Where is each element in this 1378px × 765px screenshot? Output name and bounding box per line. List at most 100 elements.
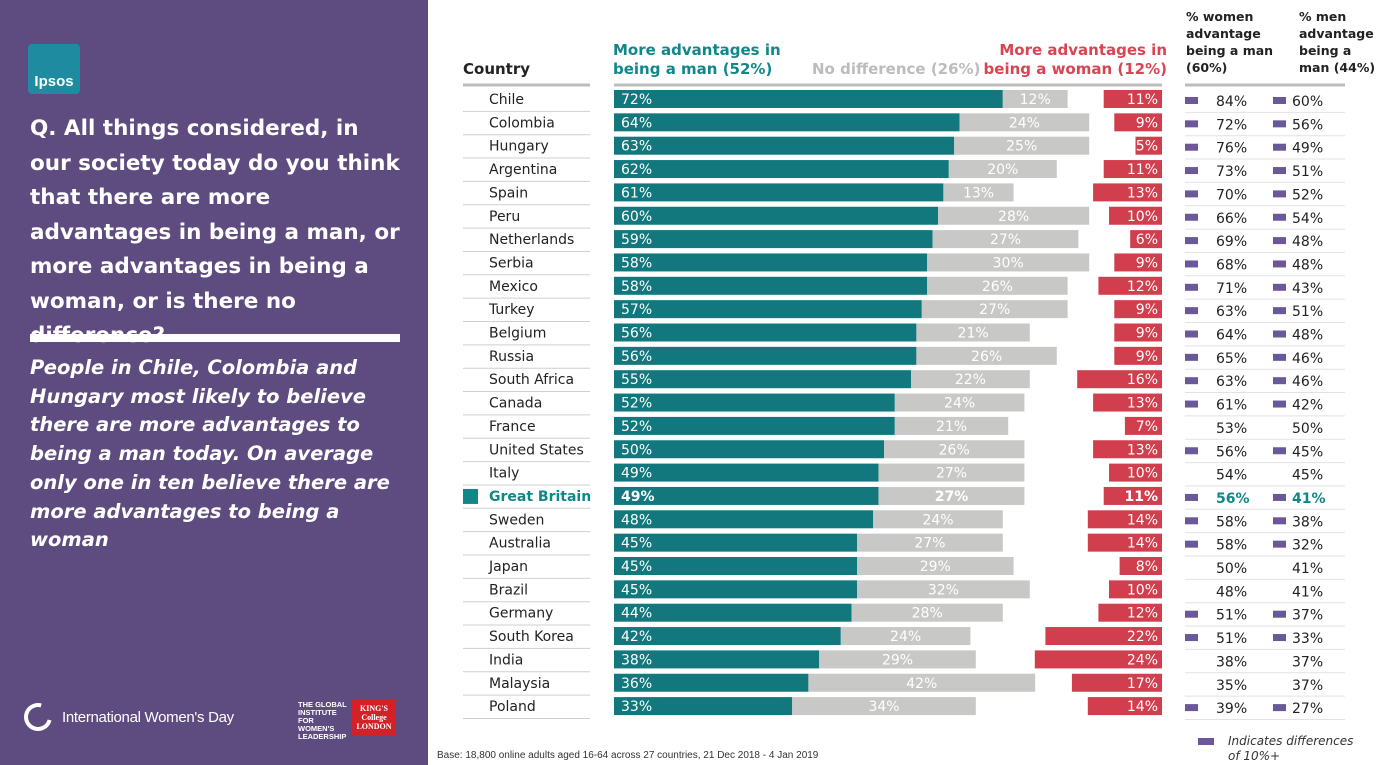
woman-bar [1087,533,1162,552]
country-label: United States [489,442,584,458]
base-footnote: Base: 18,800 online adults aged 16-64 ac… [437,750,819,761]
man-header-line2: being a man (52%) [613,60,773,78]
men-pct-label: 41% [1292,584,1323,600]
woman-value-label: 14% [1127,536,1158,552]
man-bar [614,650,820,669]
nodiff-value-label: 24% [1009,115,1040,131]
man-bar [614,230,933,249]
country-label: Japan [488,559,528,575]
nodiff-value-label: 27% [936,466,967,482]
nodiff-value-label: 28% [912,606,943,622]
nodiff-value-label: 42% [906,676,937,692]
men-pct-label: 56% [1292,117,1323,133]
women-diff-marker [1185,634,1198,642]
nodiff-value-label: 26% [939,442,970,458]
nodiff-bar [1002,90,1068,108]
nodiff-value-label: 27% [914,536,945,552]
man-bar [614,323,917,342]
man-bar [614,603,852,622]
nodiff-bar [916,323,1030,342]
man-bar [614,533,857,552]
men-diff-marker [1273,143,1286,151]
women-pct-label: 51% [1216,631,1247,647]
nodiff-bar [921,300,1068,319]
men-pct-label: 27% [1292,701,1323,717]
men-pct-label: 54% [1292,211,1323,227]
women-diff-marker [1185,540,1198,548]
country-label: Great Britain [489,489,591,505]
man-value-label: 45% [621,559,652,575]
man-bar [614,673,809,692]
woman-bar [1093,440,1162,459]
nodiff-value-label: 32% [928,582,959,598]
woman-value-label: 24% [1127,652,1158,668]
men-diff-marker [1273,517,1286,525]
woman-value-label: 14% [1127,512,1158,528]
man-value-label: 44% [621,606,652,622]
man-bar [614,346,917,365]
country-label: South Korea [489,629,574,645]
women-pct-label: 63% [1216,304,1247,320]
iwd-logo: International Women's Day [18,697,234,737]
man-bar [614,113,960,132]
woman-value-label: 12% [1127,606,1158,622]
woman-bar [1130,230,1162,249]
woman-bar [1109,206,1162,225]
men-pct-label: 48% [1292,257,1323,273]
nodiff-value-label: 21% [958,326,989,342]
nodiff-value-label: 29% [920,559,951,575]
nodiff-value-label: 24% [922,512,953,528]
nodiff-bar [916,346,1057,365]
woman-bar [1103,486,1162,505]
man-bar [614,370,911,389]
man-bar [614,416,895,435]
woman-bar [1114,253,1162,272]
men-diff-marker [1273,97,1286,104]
women-diff-marker [1185,283,1198,291]
man-advantage-header: More advantages in being a man (52%) [613,41,781,79]
country-label: Hungary [489,139,549,155]
woman-bar [1098,603,1162,622]
woman-value-label: 9% [1136,302,1158,318]
men-diff-marker [1273,400,1286,408]
woman-value-label: 9% [1136,349,1158,365]
nodiff-bar [792,697,976,716]
women-pct-label: 48% [1216,584,1247,600]
women-pct-label: 39% [1216,701,1247,717]
women-pct-label: 58% [1216,538,1247,554]
man-value-label: 45% [621,582,652,598]
women-pct-label: 51% [1216,608,1247,624]
country-label: Germany [489,606,553,622]
country-header: Country [463,60,531,78]
men-pct-label: 60% [1292,94,1323,110]
women-pct-label: 35% [1216,678,1247,694]
woman-value-label: 7% [1136,419,1158,435]
men-diff-marker [1273,283,1286,291]
women-pct-label: 63% [1216,374,1247,390]
man-bar [614,557,857,575]
woman-value-label: 17% [1127,676,1158,692]
man-bar [614,136,955,155]
women-diff-marker [1185,330,1198,338]
nodiff-bar [927,253,1090,272]
men-pct-label: 37% [1292,608,1323,624]
men-pct-label: 37% [1292,654,1323,670]
woman-bar [1103,160,1162,179]
country-label: Peru [489,209,520,225]
men-diff-marker [1273,190,1286,198]
women-column-header: % women advantage being a man (60%) [1186,9,1274,75]
women-pct-label: 58% [1216,514,1247,530]
woman-value-label: 9% [1136,326,1158,342]
women-pct-label: 54% [1216,468,1247,484]
nodiff-bar [819,650,976,669]
man-value-label: 59% [621,232,652,248]
nodiff-value-label: 27% [979,302,1010,318]
country-label: Argentina [489,162,557,178]
man-bar [614,580,857,599]
woman-bar [1093,393,1162,412]
woman-value-label: 22% [1127,629,1158,645]
nodiff-bar [808,673,1036,692]
woman-value-label: 12% [1127,279,1158,295]
global-institute-logo: THE GLOBAL INSTITUTE FOR WOMEN'S LEADERS… [298,700,347,741]
nodiff-value-label: 26% [971,349,1002,365]
